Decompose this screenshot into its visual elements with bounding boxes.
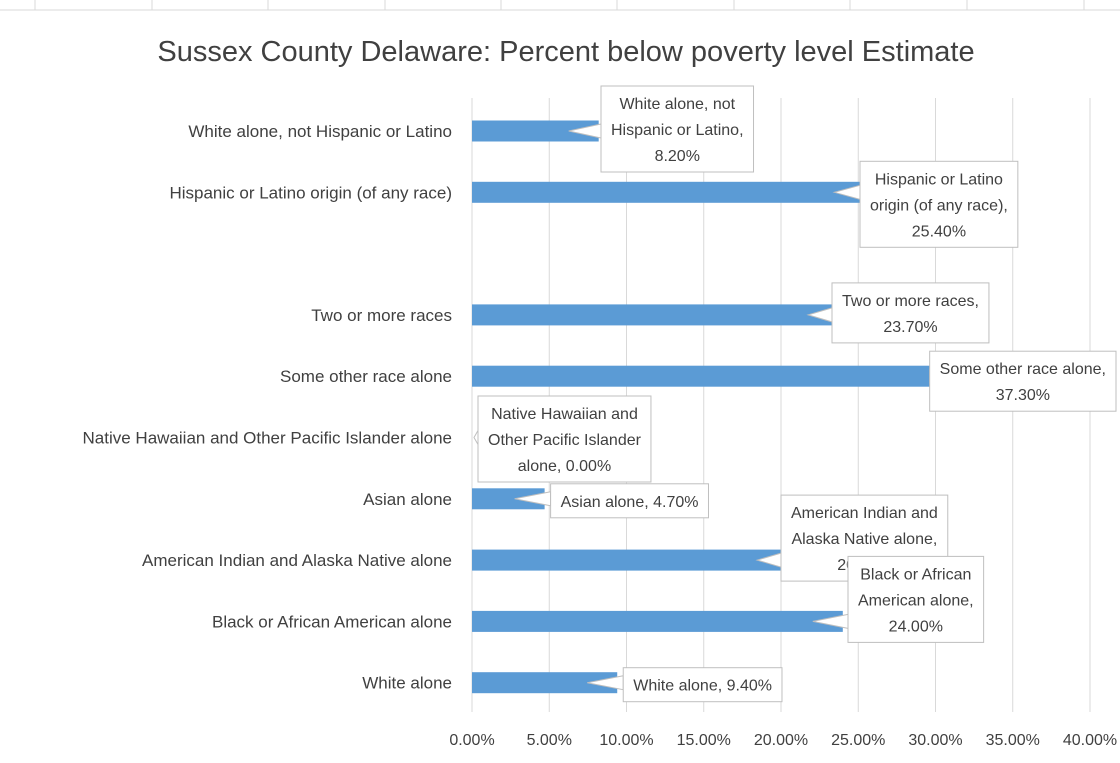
- callout-pointer: [473, 428, 479, 447]
- x-tick-label: 5.00%: [527, 732, 572, 749]
- category-label: White alone: [362, 674, 452, 693]
- category-label: Some other race alone: [280, 367, 452, 386]
- data-label-callout: Two or more races, 23.70%: [806, 282, 990, 344]
- category-label: Asian alone: [363, 490, 452, 509]
- callout-box: [847, 555, 985, 643]
- data-label-text: Asian alone, 4.70%: [561, 494, 699, 511]
- bar: [472, 304, 839, 326]
- data-label-callout: Native Hawaiian and Other Pacific Islande…: [473, 395, 652, 483]
- category-label: White alone, not Hispanic or Latino: [188, 122, 452, 141]
- bar: [472, 672, 618, 694]
- data-label-callout: Some other race alone, 37.30%: [929, 350, 1117, 412]
- x-tick-label: 35.00%: [986, 732, 1040, 749]
- data-label-text: 23.70%: [883, 319, 937, 336]
- data-label-callout: White alone, not Hispanic or Latino, 8.20%: [568, 85, 755, 173]
- callout-box: [550, 483, 709, 519]
- data-label-text: American alone,: [858, 592, 974, 609]
- data-label-text: Hispanic or Latino,: [611, 122, 744, 139]
- bar: [472, 610, 843, 632]
- callout-box: [859, 160, 1019, 248]
- data-label-text: Hispanic or Latino: [875, 171, 1003, 188]
- bar: [472, 181, 865, 203]
- data-label-callout: Black or African American alone, 24.00%: [812, 555, 985, 643]
- data-label-text: Other Pacific Islander: [488, 432, 642, 449]
- data-label-text: Two or more races,: [842, 293, 979, 310]
- data-label-text: American Indian and: [791, 505, 938, 522]
- data-label-text: Black or African: [860, 566, 971, 583]
- bar: [472, 549, 788, 571]
- data-label-text: White alone, not: [619, 96, 735, 113]
- data-label-text: Alaska Native alone,: [791, 531, 937, 548]
- data-label-text: 8.20%: [655, 148, 700, 165]
- data-label-text: 25.40%: [912, 223, 966, 240]
- bars: [472, 120, 1049, 694]
- x-tick-label: 40.00%: [1063, 732, 1117, 749]
- data-label-callout: White alone, 9.40%: [587, 667, 783, 703]
- category-label: Two or more races: [311, 306, 452, 325]
- bar: [472, 365, 1049, 387]
- data-label-callout: Asian alone, 4.70%: [514, 483, 709, 519]
- callout-box: [600, 85, 755, 173]
- category-label: Hispanic or Latino origin (of any race): [169, 183, 452, 202]
- data-label-callouts: White alone, not Hispanic or Latino, 8.20%…: [473, 85, 1117, 703]
- x-tick-label: 25.00%: [831, 732, 885, 749]
- bar: [472, 488, 545, 510]
- category-labels: White alone, not Hispanic or Latino Hispa…: [83, 122, 452, 693]
- data-label-text: 37.30%: [996, 387, 1050, 404]
- x-tick-label: 30.00%: [908, 732, 962, 749]
- x-tick-label: 10.00%: [599, 732, 653, 749]
- callout-box: [622, 667, 783, 703]
- data-label-text: alone, 0.00%: [518, 458, 611, 475]
- category-label: Native Hawaiian and Other Pacific Island…: [83, 429, 452, 448]
- data-label-callout: Hispanic or Latino origin (of any race), 2…: [832, 160, 1019, 248]
- data-label-text: Native Hawaiian and: [491, 406, 638, 423]
- chart-title: Sussex County Delaware: Percent below po…: [157, 36, 974, 68]
- x-axis-tick-labels: 0.00% 5.00% 10.00% 15.00% 20.00% 25.00% 30.00%…: [449, 732, 1117, 749]
- x-tick-label: 15.00%: [677, 732, 731, 749]
- category-label: American Indian and Alaska Native alone: [142, 551, 452, 570]
- top-tick-marks: [0, 0, 1120, 11]
- category-label: Black or African American alone: [212, 612, 452, 631]
- callout-box: [929, 350, 1117, 412]
- data-label-text: Some other race alone,: [940, 361, 1106, 378]
- callout-box: [477, 395, 652, 483]
- data-label-text: origin (of any race),: [870, 197, 1008, 214]
- callout-box: [831, 282, 990, 344]
- data-label-text: White alone, 9.40%: [633, 678, 772, 695]
- x-tick-label: 20.00%: [754, 732, 808, 749]
- data-label-text: 24.00%: [889, 618, 943, 635]
- x-tick-label: 0.00%: [449, 732, 494, 749]
- bar: [472, 120, 599, 142]
